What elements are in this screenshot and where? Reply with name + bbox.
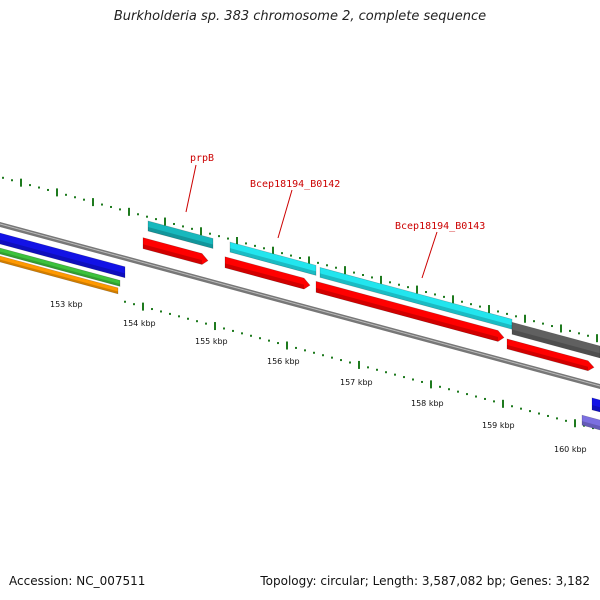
- feature-gray-right: [511, 321, 600, 359]
- feature-b0143-cds: [315, 280, 505, 342]
- feature-blue-right-shade: [592, 405, 600, 413]
- feature-b0142-cds-shade: [225, 263, 304, 290]
- feature-red-right-shade: [507, 344, 588, 371]
- tick-label-154: 154 kbp: [123, 319, 156, 328]
- label-layer: 153 kbp 154 kbp 155 kbp 156 kbp 157 kbp 158 k…: [50, 153, 587, 454]
- feature-layer: [0, 220, 600, 431]
- feature-prpb-cds-shade: [143, 244, 202, 265]
- feature-orange-left: [0, 255, 119, 295]
- gene-label-bcep18194-b0142: Bcep18194_B0142: [250, 179, 340, 190]
- tick-label-156: 156 kbp: [267, 357, 300, 366]
- gene-label-bcep18194-b0143: Bcep18194_B0143: [395, 221, 485, 232]
- gene-label-prpb: prpB: [190, 153, 214, 164]
- tick-label-155: 155 kbp: [195, 337, 228, 346]
- feature-blue-left: [0, 232, 126, 279]
- tick-label-158: 158 kbp: [411, 399, 444, 408]
- feature-green-left: [0, 247, 121, 287]
- gene-label-bcep18194-b0142-leader: [277, 189, 293, 239]
- feature-b0142-cyan: [229, 241, 317, 276]
- accession-text: Accession: NC_007511: [9, 574, 146, 588]
- genome-summary-text: Topology: circular; Length: 3,587,082 bp…: [260, 574, 590, 588]
- backbone: [0, 222, 600, 389]
- feature-red-right: [506, 338, 595, 372]
- backbone-highlight: [0, 223, 600, 387]
- tick-label-153: 153 kbp: [50, 300, 83, 309]
- feature-b0142-cyan-shade: [230, 248, 316, 276]
- tick-label-160: 160 kbp: [554, 445, 587, 454]
- feature-b0143-cyan-shade: [320, 273, 512, 330]
- feature-prpb-teal: [147, 220, 214, 249]
- feature-gray-right-shade: [512, 329, 600, 358]
- inner-tick-ring: [124, 300, 594, 430]
- feature-blue-left-shade: [0, 239, 125, 278]
- feature-b0142-cds: [224, 256, 311, 290]
- gene-label-prpb-leader: [185, 164, 197, 213]
- tick-label-157: 157 kbp: [340, 378, 373, 387]
- feature-lavender-right-shade: [582, 421, 600, 431]
- outer-tick-ring: [2, 176, 598, 343]
- tick-label-159: 159 kbp: [482, 421, 515, 430]
- map-title: Burkholderia sp. 383 chromosome 2, compl…: [113, 9, 487, 24]
- feature-b0143-cds-shade: [316, 287, 498, 342]
- feature-lavender-right: [581, 414, 600, 431]
- feature-prpb-cds: [142, 237, 209, 265]
- feature-orange-left-shade: [0, 259, 118, 294]
- feature-green-left-shade: [0, 251, 120, 287]
- feature-prpb-teal-shade: [148, 226, 213, 249]
- feature-blue-right: [591, 397, 600, 413]
- gene-label-bcep18194-b0143-leader: [421, 231, 438, 279]
